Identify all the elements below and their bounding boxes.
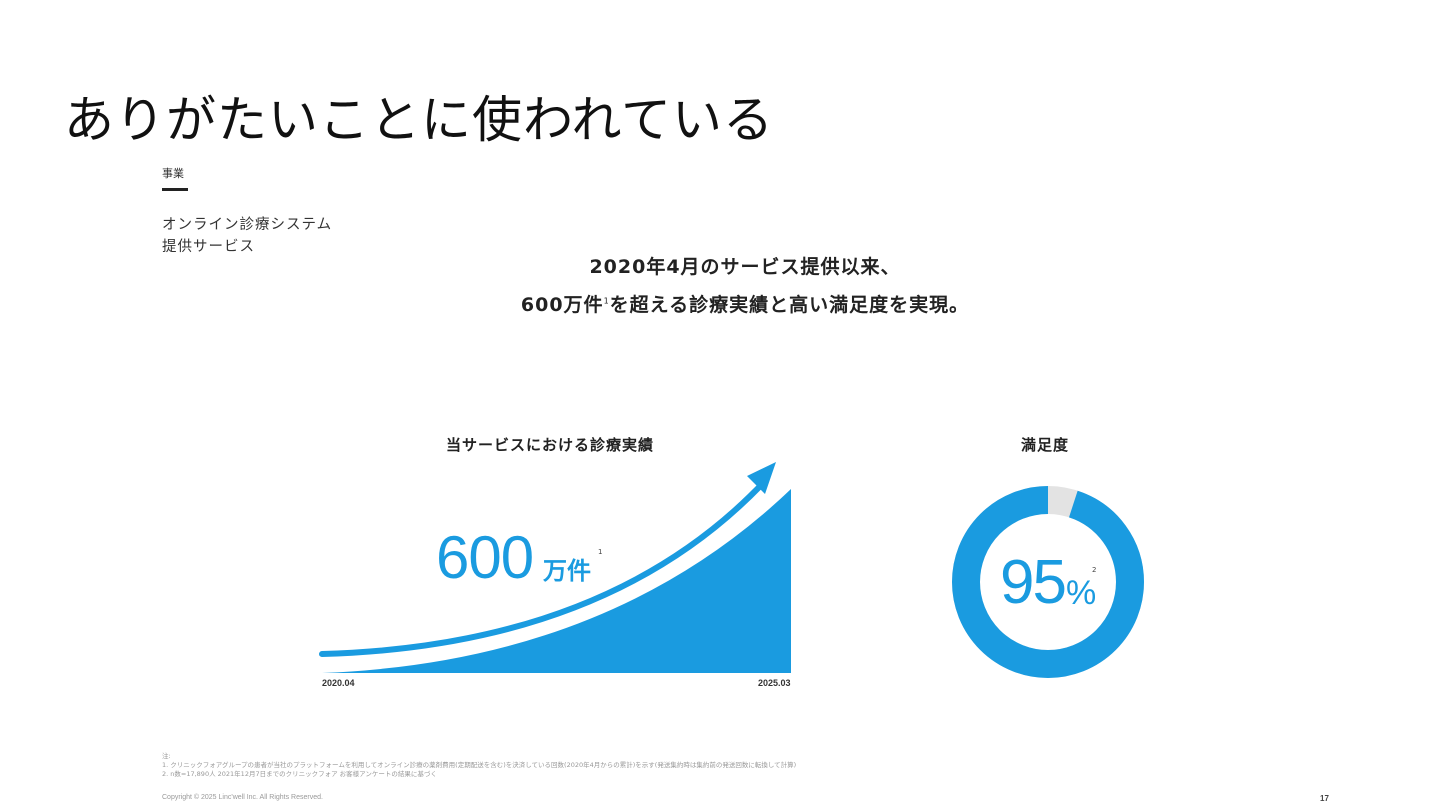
satisfaction-title: 満足度 <box>1020 436 1069 454</box>
footnote-2: 2. n数=17,890人 2021年12月7日までのクリニックフォア お客様ア… <box>162 770 437 778</box>
headline-line1: 2020年4月のサービス提供以来、 <box>589 256 901 278</box>
growth-footnote-mark: 1 <box>598 548 603 556</box>
section-name-line2: 提供サービス <box>162 239 255 255</box>
growth-area <box>322 489 791 673</box>
satisfaction-footnote-mark: 2 <box>1092 566 1097 574</box>
headline-rest: を超える診療実績と高い満足度を実現。 <box>609 294 970 316</box>
slide-title: ありがたいことに使われている <box>64 91 774 149</box>
x-axis-end-label: 2025.03 <box>758 678 791 688</box>
x-axis-start-label: 2020.04 <box>322 678 355 688</box>
section-label: 事業 <box>162 167 184 180</box>
satisfaction-donut <box>952 486 1144 678</box>
headline-count: 600万件 <box>520 294 604 316</box>
growth-chart <box>319 462 791 673</box>
copyright: Copyright © 2025 Linc'well Inc. All Righ… <box>162 794 323 801</box>
footnotes: 注: 1. クリニックフォアグループの患者が当社のプラットフォームを利用してオン… <box>162 752 796 779</box>
section-divider <box>162 188 188 191</box>
growth-arrow-head <box>747 462 776 494</box>
footnote-1: 1. クリニックフォアグループの患者が当社のプラットフォームを利用してオンライン… <box>162 761 797 769</box>
growth-chart-title: 当サービスにおける診療実績 <box>445 436 654 454</box>
section-name-line1: オンライン診療システム <box>162 217 333 233</box>
satisfaction-percent-sign: % <box>1066 574 1097 612</box>
footnotes-heading: 注: <box>162 752 171 760</box>
growth-value-unit: 万件 <box>543 557 591 585</box>
headline-footnote-mark: 1 <box>603 296 610 306</box>
donut-value-arc <box>952 486 1144 678</box>
page-number: 17 <box>1320 794 1329 803</box>
satisfaction-percent-number: 95 <box>1000 548 1067 617</box>
growth-value-number: 600 <box>436 524 534 591</box>
section-name: オンライン診療システム 提供サービス <box>162 214 332 258</box>
headline-line2: 600万件1を超える診療実績と高い満足度を実現。 <box>0 290 1440 317</box>
growth-trend-line <box>319 477 769 657</box>
